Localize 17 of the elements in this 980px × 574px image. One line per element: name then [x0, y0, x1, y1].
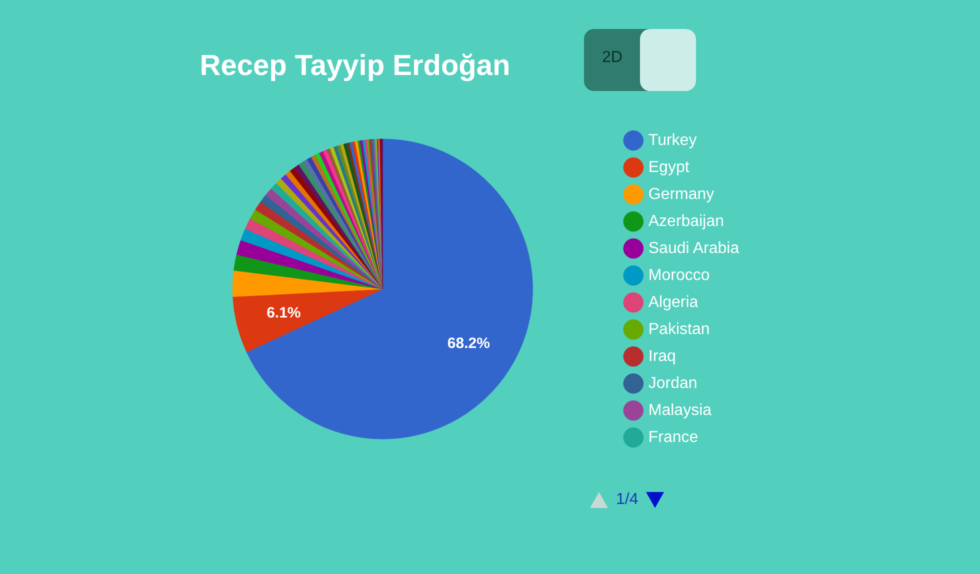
chart-title: Recep Tayyip Erdoğan [198, 50, 512, 83]
legend-label: Jordan [648, 374, 698, 392]
toggle-switch: 2D [584, 29, 696, 91]
legend-label: Egypt [648, 158, 690, 176]
legend-label: Azerbaijan [648, 212, 724, 230]
legend-label: Pakistan [648, 320, 710, 338]
legend-label: Malaysia [648, 402, 712, 419]
legend-label: Turkey [648, 132, 697, 149]
legend-label: Saudi Arabia [648, 240, 740, 257]
legend-label: Iraq [648, 348, 676, 365]
data-label: 6.1% [266, 304, 301, 322]
text: 1/4 [616, 491, 638, 509]
legend-label: Germany [648, 186, 714, 203]
legend-label: Algeria [648, 294, 698, 311]
legend-label: France [648, 428, 698, 446]
legend-label: Morocco [648, 266, 710, 284]
data-label: 68.2% [447, 335, 490, 352]
